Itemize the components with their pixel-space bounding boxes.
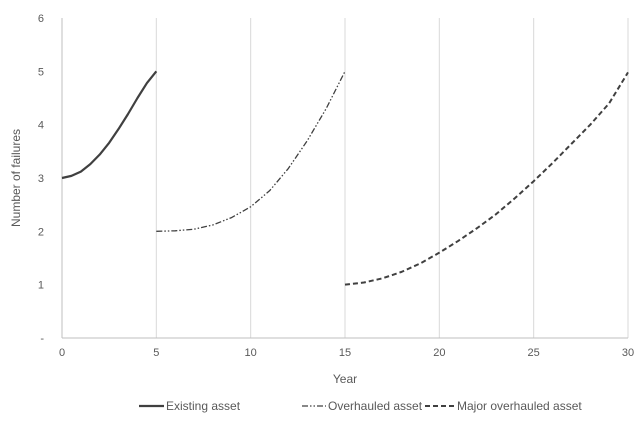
y-tick-label: -: [40, 333, 44, 345]
y-tick-label: 1: [38, 280, 44, 292]
series-line-3: [344, 71, 629, 286]
x-tick-label: 10: [245, 347, 257, 359]
legend-item: Overhauled asset: [302, 399, 423, 413]
legend-label: Overhauled asset: [328, 399, 423, 413]
x-tick-label: 30: [622, 347, 634, 359]
y-axis-label: Number of failures: [9, 129, 23, 227]
tick-labels: 0 5 10 15 20 25 30 - 1 2 3 4 5 6: [38, 13, 634, 359]
x-tick-label: 5: [153, 347, 159, 359]
legend-item: Major overhauled asset: [425, 399, 582, 413]
legend-label: Existing asset: [166, 399, 241, 413]
x-tick-label: 15: [339, 347, 351, 359]
series-lines: [61, 70, 629, 286]
y-tick-label: 6: [38, 13, 44, 25]
legend-item: Existing asset: [139, 399, 241, 413]
series-line-2: [156, 71, 346, 232]
y-tick-label: 5: [38, 66, 44, 78]
gridlines: [155, 18, 629, 338]
y-tick-label: 2: [38, 226, 44, 238]
y-tick-label: 4: [38, 120, 44, 132]
x-tick-label: 25: [528, 347, 540, 359]
legend: Existing asset Overhauled asset Major over…: [139, 399, 582, 413]
x-tick-label: 20: [433, 347, 445, 359]
series-line-1: [61, 70, 158, 180]
y-tick-label: 3: [38, 173, 44, 185]
x-tick-label: 0: [59, 347, 65, 359]
x-axis-label: Year: [333, 372, 357, 386]
legend-label: Major overhauled asset: [457, 399, 582, 413]
